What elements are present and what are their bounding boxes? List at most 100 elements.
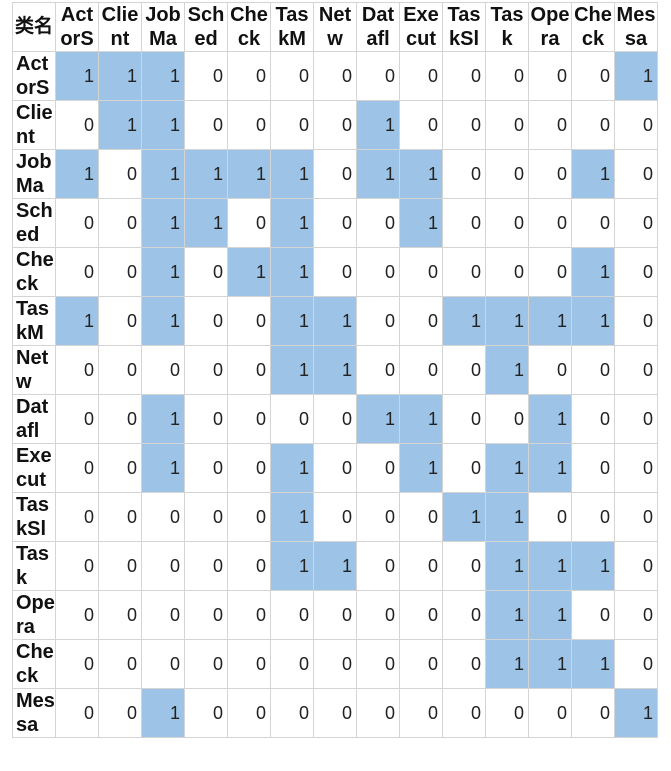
matrix-cell[interactable]: 0 bbox=[356, 541, 400, 591]
matrix-cell[interactable]: 1 bbox=[270, 296, 314, 346]
column-header-cell[interactable]: Sched bbox=[184, 2, 228, 52]
matrix-cell[interactable]: 1 bbox=[528, 296, 572, 346]
matrix-cell[interactable]: 0 bbox=[614, 590, 658, 640]
matrix-cell[interactable]: 0 bbox=[528, 51, 572, 101]
matrix-cell[interactable]: 1 bbox=[270, 198, 314, 248]
matrix-cell[interactable]: 0 bbox=[399, 639, 443, 689]
matrix-cell[interactable]: 0 bbox=[313, 51, 357, 101]
matrix-cell[interactable]: 0 bbox=[571, 590, 615, 640]
matrix-cell[interactable]: 1 bbox=[270, 443, 314, 493]
matrix-cell[interactable]: 0 bbox=[356, 51, 400, 101]
matrix-cell[interactable]: 0 bbox=[55, 247, 99, 297]
matrix-cell[interactable]: 1 bbox=[141, 443, 185, 493]
matrix-cell[interactable]: 0 bbox=[356, 345, 400, 395]
matrix-cell[interactable]: 1 bbox=[141, 688, 185, 738]
matrix-cell[interactable]: 0 bbox=[485, 149, 529, 199]
matrix-cell[interactable]: 0 bbox=[313, 149, 357, 199]
matrix-cell[interactable]: 0 bbox=[399, 51, 443, 101]
matrix-cell[interactable]: 0 bbox=[485, 100, 529, 150]
matrix-cell[interactable]: 0 bbox=[227, 639, 271, 689]
matrix-cell[interactable]: 1 bbox=[141, 149, 185, 199]
matrix-cell[interactable]: 0 bbox=[141, 590, 185, 640]
matrix-cell[interactable]: 1 bbox=[571, 247, 615, 297]
matrix-cell[interactable]: 1 bbox=[184, 198, 228, 248]
matrix-cell[interactable]: 1 bbox=[528, 590, 572, 640]
matrix-cell[interactable]: 0 bbox=[270, 590, 314, 640]
matrix-cell[interactable]: 1 bbox=[485, 345, 529, 395]
matrix-cell[interactable]: 1 bbox=[55, 149, 99, 199]
matrix-cell[interactable]: 0 bbox=[614, 247, 658, 297]
matrix-cell[interactable]: 0 bbox=[356, 443, 400, 493]
row-header-cell[interactable]: Task bbox=[12, 541, 56, 591]
matrix-cell[interactable]: 0 bbox=[55, 541, 99, 591]
row-header-cell[interactable]: Messa bbox=[12, 688, 56, 738]
matrix-cell[interactable]: 0 bbox=[442, 443, 486, 493]
matrix-cell[interactable]: 1 bbox=[227, 247, 271, 297]
matrix-cell[interactable]: 0 bbox=[184, 296, 228, 346]
matrix-cell[interactable]: 1 bbox=[571, 639, 615, 689]
matrix-cell[interactable]: 0 bbox=[313, 247, 357, 297]
row-header-cell[interactable]: Check bbox=[12, 247, 56, 297]
matrix-cell[interactable]: 0 bbox=[98, 149, 142, 199]
matrix-cell[interactable]: 0 bbox=[442, 51, 486, 101]
column-header-cell[interactable]: Task bbox=[485, 2, 529, 52]
row-header-cell[interactable]: Netw bbox=[12, 345, 56, 395]
matrix-cell[interactable]: 0 bbox=[98, 443, 142, 493]
row-header-cell[interactable]: Check bbox=[12, 639, 56, 689]
matrix-cell[interactable]: 0 bbox=[485, 247, 529, 297]
matrix-cell[interactable]: 0 bbox=[356, 688, 400, 738]
matrix-cell[interactable]: 0 bbox=[313, 100, 357, 150]
matrix-cell[interactable]: 0 bbox=[141, 492, 185, 542]
column-header-cell[interactable]: JobMa bbox=[141, 2, 185, 52]
matrix-cell[interactable]: 0 bbox=[528, 688, 572, 738]
matrix-cell[interactable]: 0 bbox=[184, 51, 228, 101]
matrix-cell[interactable]: 1 bbox=[141, 394, 185, 444]
matrix-cell[interactable]: 0 bbox=[614, 345, 658, 395]
matrix-cell[interactable]: 0 bbox=[270, 688, 314, 738]
matrix-cell[interactable]: 0 bbox=[184, 345, 228, 395]
matrix-cell[interactable]: 1 bbox=[571, 541, 615, 591]
matrix-cell[interactable]: 1 bbox=[356, 394, 400, 444]
matrix-cell[interactable]: 1 bbox=[270, 345, 314, 395]
matrix-cell[interactable]: 0 bbox=[442, 100, 486, 150]
matrix-cell[interactable]: 0 bbox=[55, 198, 99, 248]
matrix-cell[interactable]: 0 bbox=[270, 100, 314, 150]
matrix-cell[interactable]: 0 bbox=[55, 688, 99, 738]
row-header-cell[interactable]: Client bbox=[12, 100, 56, 150]
matrix-cell[interactable]: 0 bbox=[356, 590, 400, 640]
matrix-cell[interactable]: 1 bbox=[485, 296, 529, 346]
matrix-cell[interactable]: 0 bbox=[270, 394, 314, 444]
matrix-cell[interactable]: 0 bbox=[571, 51, 615, 101]
matrix-cell[interactable]: 1 bbox=[141, 247, 185, 297]
matrix-cell[interactable]: 0 bbox=[571, 443, 615, 493]
matrix-cell[interactable]: 0 bbox=[184, 443, 228, 493]
matrix-cell[interactable]: 0 bbox=[399, 345, 443, 395]
matrix-cell[interactable]: 0 bbox=[399, 590, 443, 640]
matrix-cell[interactable]: 1 bbox=[313, 541, 357, 591]
matrix-cell[interactable]: 1 bbox=[55, 296, 99, 346]
matrix-cell[interactable]: 1 bbox=[55, 51, 99, 101]
matrix-cell[interactable]: 0 bbox=[55, 443, 99, 493]
matrix-cell[interactable]: 1 bbox=[485, 443, 529, 493]
matrix-cell[interactable]: 0 bbox=[313, 394, 357, 444]
row-header-cell[interactable]: Sched bbox=[12, 198, 56, 248]
matrix-cell[interactable]: 0 bbox=[227, 51, 271, 101]
matrix-cell[interactable]: 1 bbox=[141, 296, 185, 346]
matrix-cell[interactable]: 0 bbox=[184, 247, 228, 297]
matrix-cell[interactable]: 0 bbox=[313, 492, 357, 542]
matrix-cell[interactable]: 1 bbox=[227, 149, 271, 199]
matrix-cell[interactable]: 1 bbox=[614, 688, 658, 738]
matrix-cell[interactable]: 0 bbox=[442, 394, 486, 444]
matrix-cell[interactable]: 0 bbox=[227, 100, 271, 150]
matrix-cell[interactable]: 1 bbox=[313, 296, 357, 346]
matrix-cell[interactable]: 0 bbox=[571, 394, 615, 444]
matrix-cell[interactable]: 0 bbox=[270, 51, 314, 101]
corner-header-cell[interactable]: 类名 bbox=[12, 2, 56, 52]
matrix-cell[interactable]: 0 bbox=[227, 492, 271, 542]
matrix-cell[interactable]: 1 bbox=[270, 247, 314, 297]
matrix-cell[interactable]: 1 bbox=[485, 590, 529, 640]
column-header-cell[interactable]: Datafl bbox=[356, 2, 400, 52]
matrix-cell[interactable]: 0 bbox=[98, 590, 142, 640]
column-header-cell[interactable]: TaskM bbox=[270, 2, 314, 52]
matrix-cell[interactable]: 1 bbox=[528, 394, 572, 444]
